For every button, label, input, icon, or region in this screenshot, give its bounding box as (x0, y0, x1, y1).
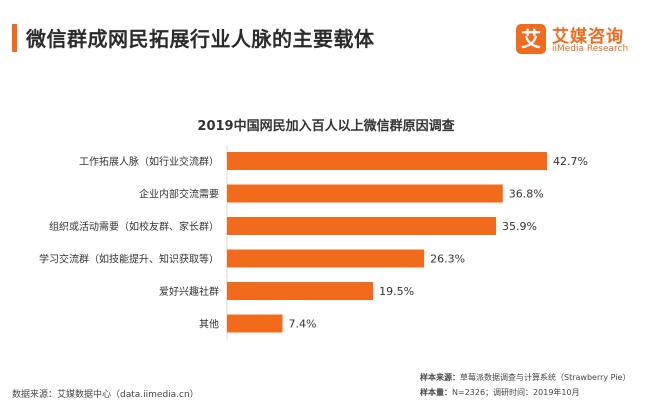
bar (227, 249, 425, 268)
bar (227, 184, 503, 203)
category-label: 企业内部交流需要 (139, 188, 219, 201)
bar (227, 217, 497, 235)
data-label: 42.7% (553, 155, 588, 168)
data-label: 36.8% (509, 188, 544, 201)
data-label: 7.4% (288, 318, 316, 331)
sample-size-label: 样本量： (420, 388, 452, 397)
bar (227, 152, 547, 170)
sample-source-label: 样本来源： (420, 373, 460, 382)
category-label: 学习交流群（如技能提升、知识获取等） (39, 253, 219, 266)
bar (227, 314, 283, 333)
category-label: 其他 (199, 318, 219, 331)
category-label: 组织或活动需要（如校友群、家长群） (49, 220, 219, 233)
data-label: 26.3% (430, 253, 465, 266)
logo-name: 艾媒咨询 (552, 27, 624, 47)
sample-size: 样本量：N=2326；调研时间：2019年10月 (420, 387, 580, 398)
sample-source-value: 草莓派数据调查与计算系统（Strawberry Pie） (460, 373, 631, 382)
data-label: 19.5% (379, 285, 414, 298)
category-label: 爱好兴趣社群 (159, 285, 219, 298)
iimedia-logo: 艾 艾媒咨询 iiMedia Research (516, 20, 642, 60)
category-label: 工作拓展人脉（如行业交流群） (79, 155, 219, 168)
chart-title: 2019中国网民加入百人以上微信群原因调查 (197, 119, 455, 134)
sample-source: 样本来源：草莓派数据调查与计算系统（Strawberry Pie） (420, 372, 630, 383)
sample-size-value: N=2326；调研时间：2019年10月 (452, 388, 580, 397)
bar (227, 282, 374, 300)
title-accent-bar (12, 24, 17, 52)
logo-mark-icon: 艾 (516, 24, 546, 54)
data-label: 35.9% (502, 220, 537, 233)
data-source: 数据来源：艾媒数据中心（data.iimedia.cn） (12, 390, 199, 400)
page-title: 微信群成网民拓展行业人脉的主要载体 (26, 27, 375, 51)
logo-subtitle: iiMedia Research (552, 44, 629, 54)
